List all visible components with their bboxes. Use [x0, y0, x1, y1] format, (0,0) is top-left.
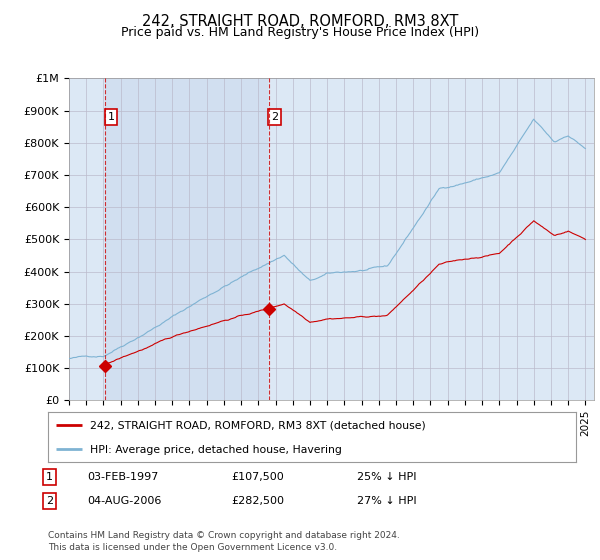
Text: 25% ↓ HPI: 25% ↓ HPI — [357, 472, 416, 482]
Text: 27% ↓ HPI: 27% ↓ HPI — [357, 496, 416, 506]
Text: 2: 2 — [46, 496, 53, 506]
Bar — [105, 78, 268, 400]
Text: £282,500: £282,500 — [231, 496, 284, 506]
Text: Contains HM Land Registry data © Crown copyright and database right 2024.
This d: Contains HM Land Registry data © Crown c… — [48, 531, 400, 552]
Text: 2: 2 — [271, 112, 278, 122]
Text: 1: 1 — [46, 472, 53, 482]
Text: 242, STRAIGHT ROAD, ROMFORD, RM3 8XT (detached house): 242, STRAIGHT ROAD, ROMFORD, RM3 8XT (de… — [90, 421, 426, 431]
Text: HPI: Average price, detached house, Havering: HPI: Average price, detached house, Have… — [90, 445, 342, 455]
Text: 1: 1 — [107, 112, 115, 122]
Text: 242, STRAIGHT ROAD, ROMFORD, RM3 8XT: 242, STRAIGHT ROAD, ROMFORD, RM3 8XT — [142, 14, 458, 29]
Text: 04-AUG-2006: 04-AUG-2006 — [87, 496, 161, 506]
Text: £107,500: £107,500 — [231, 472, 284, 482]
Text: 03-FEB-1997: 03-FEB-1997 — [87, 472, 158, 482]
Text: Price paid vs. HM Land Registry's House Price Index (HPI): Price paid vs. HM Land Registry's House … — [121, 26, 479, 39]
